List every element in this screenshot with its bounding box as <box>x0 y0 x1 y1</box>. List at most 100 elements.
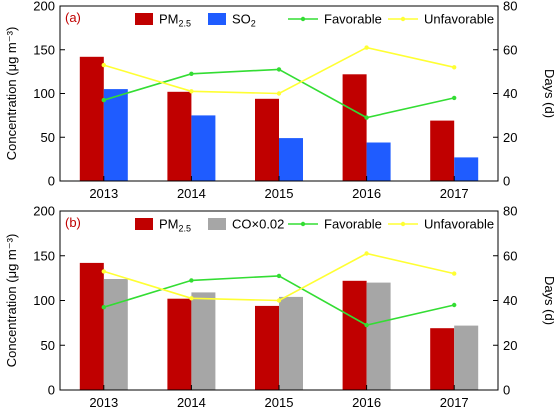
bar-so2-2016 <box>366 142 391 181</box>
bar-co-0-02-2015 <box>279 296 303 390</box>
point-unfavorable-2017 <box>452 271 457 276</box>
y2-tick-label: 40 <box>503 293 517 308</box>
legend-marker-unfavorable <box>400 16 406 22</box>
bar-pm25-2015 <box>255 305 279 390</box>
x-tick-label: 2017 <box>440 186 469 201</box>
bar-pm25-2017 <box>430 120 455 181</box>
legend: PM2.5 SO2 Favorable Unfavorable <box>135 12 494 29</box>
y2-tick-label: 60 <box>503 42 517 57</box>
point-favorable-2016 <box>364 322 369 328</box>
legend-label-unfavorable: Unfavorable <box>424 12 494 27</box>
y2-tick-label: 0 <box>503 383 510 398</box>
bar-pm25-2015 <box>255 98 279 182</box>
x-tick-label: 2016 <box>352 395 381 408</box>
legend-swatch-so2 <box>208 13 226 25</box>
bar-co-0-02-2013 <box>103 279 128 390</box>
y2-tick-label: 80 <box>503 0 517 14</box>
y-tick-label: 50 <box>41 130 55 145</box>
bar-pm25-2016 <box>342 74 367 182</box>
y-tick-label: 0 <box>48 174 55 189</box>
bar-co-0-02-2016 <box>366 282 391 390</box>
y2-tick-label: 80 <box>503 204 517 219</box>
legend-label-so2: SO2 <box>232 12 256 29</box>
legend-swatch-pm25 <box>135 13 153 25</box>
point-favorable-2015 <box>276 67 282 72</box>
point-unfavorable-2015 <box>276 91 282 96</box>
legend-label-subscript: 2.5 <box>179 224 192 234</box>
point-favorable-2016 <box>364 115 369 120</box>
bar-pm25-2017 <box>430 328 455 390</box>
legend-label-co-0-02: CO×0.02 <box>232 217 284 232</box>
legend-swatch-pm25 <box>135 218 153 230</box>
y-tick-label: 150 <box>33 42 55 57</box>
legend-label-subscript: 2.5 <box>179 19 192 29</box>
x-tick-label: 2014 <box>177 186 206 201</box>
y-axis-label: Concentration (μg m⁻³) <box>4 234 19 368</box>
point-unfavorable-2016 <box>364 45 369 50</box>
point-favorable-2017 <box>452 302 457 308</box>
bar-so2-2014 <box>191 115 216 181</box>
bar-co-0-02-2017 <box>454 325 479 390</box>
legend-marker-favorable <box>300 16 306 22</box>
point-unfavorable-2014 <box>189 89 194 94</box>
y2-axis-label: Days (d) <box>542 276 554 325</box>
chart-panel-b: 0 50 100 150 200 0 20 40 60 80 2013 2014 2015 2016 201… <box>4 204 554 408</box>
legend-label-unfavorable: Unfavorable <box>424 217 494 232</box>
y2-tick-label: 60 <box>503 248 517 263</box>
y-tick-label: 100 <box>33 293 55 308</box>
legend-label-subscript: 2 <box>251 19 256 29</box>
y2-tick-label: 40 <box>503 86 517 101</box>
point-favorable-2015 <box>276 273 282 279</box>
bar-pm25-2013 <box>79 262 104 390</box>
y-tick-label: 0 <box>48 383 55 398</box>
point-favorable-2017 <box>452 95 457 101</box>
legend-label-main: PM <box>159 217 179 232</box>
y-tick-label: 50 <box>41 338 55 353</box>
bar-pm25-2016 <box>342 280 367 390</box>
legend-swatch-co-0-02 <box>208 218 226 230</box>
point-unfavorable-2014 <box>189 296 194 301</box>
bar-so2-2015 <box>279 138 303 181</box>
legend-label-favorable: Favorable <box>324 217 382 232</box>
legend-label-main: PM <box>159 12 179 27</box>
legend-label-pm25: PM2.5 <box>159 217 191 234</box>
x-tick-label: 2013 <box>89 395 118 408</box>
x-tick-label: 2015 <box>265 186 294 201</box>
x-tick-label: 2017 <box>440 395 469 408</box>
legend: PM2.5 CO×0.02 Favorable Unfavorable <box>135 217 494 234</box>
point-unfavorable-2013 <box>101 62 107 68</box>
x-tick-label: 2014 <box>177 395 206 408</box>
point-unfavorable-2016 <box>364 251 369 256</box>
point-unfavorable-2017 <box>452 65 457 70</box>
point-unfavorable-2015 <box>276 298 282 303</box>
panel-label: (a) <box>65 10 81 25</box>
x-tick-label: 2015 <box>265 395 294 408</box>
bar-co-0-02-2014 <box>191 292 216 390</box>
y2-tick-label: 20 <box>503 338 517 353</box>
point-favorable-2014 <box>189 278 194 283</box>
legend-marker-unfavorable <box>400 221 406 227</box>
legend-label-favorable: Favorable <box>324 12 382 27</box>
y2-tick-label: 0 <box>503 174 510 189</box>
y-tick-label: 100 <box>33 86 55 101</box>
chart-panel-a: 0 50 100 150 200 0 20 40 60 80 2013 2014 2015 2016 201… <box>4 0 554 201</box>
y-tick-label: 200 <box>33 0 55 14</box>
legend-label-pm25: PM2.5 <box>159 12 191 29</box>
bar-so2-2013 <box>103 89 128 181</box>
point-favorable-2014 <box>189 71 194 77</box>
x-tick-label: 2013 <box>89 186 118 201</box>
y2-axis-label: Days (d) <box>542 69 554 118</box>
point-favorable-2013 <box>101 97 107 103</box>
x-tick-label: 2016 <box>352 186 381 201</box>
y-axis-label: Concentration (μg m⁻³) <box>4 27 19 161</box>
point-unfavorable-2013 <box>101 269 107 274</box>
bar-pm25-2013 <box>79 56 104 182</box>
legend-label-main: SO <box>232 12 251 27</box>
legend-marker-favorable <box>300 221 306 227</box>
bar-so2-2017 <box>454 157 479 181</box>
y2-tick-label: 20 <box>503 130 517 145</box>
y-tick-label: 150 <box>33 248 55 263</box>
panel-label: (b) <box>65 215 81 230</box>
bar-pm25-2014 <box>167 298 192 390</box>
